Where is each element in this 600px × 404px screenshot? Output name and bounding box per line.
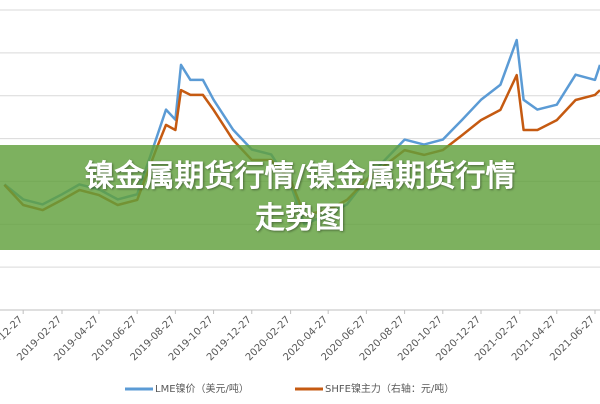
chart-title: 镍金属期货行情/镍金属期货行情走势图 [84, 158, 516, 236]
legend-label: LME镍价（美元/吨） [155, 382, 249, 395]
title-banner: 镍金属期货行情/镍金属期货行情走势图 [0, 145, 600, 250]
legend-label: SHFE镍主力（右轴：元/吨） [325, 382, 454, 395]
